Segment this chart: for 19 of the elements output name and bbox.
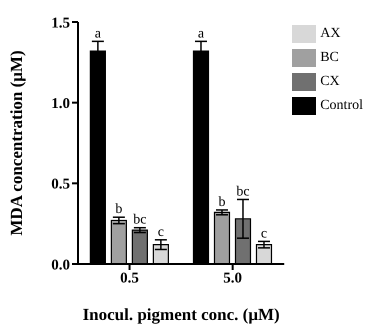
data-label: c [158, 224, 164, 240]
data-label: b [218, 194, 226, 210]
data-label: bc [236, 184, 250, 200]
x-axis-title: Inocul. pigment conc. (μM) [82, 305, 280, 324]
y-tick-label: 1.5 [51, 15, 70, 32]
legend-label: CX [320, 74, 340, 90]
data-label: a [94, 26, 102, 42]
x-tick-label: 5.0 [223, 270, 242, 287]
data-label: c [260, 226, 268, 242]
legend-label: AX [320, 26, 340, 42]
y-tick-label: 0.5 [51, 176, 70, 193]
data-label: a [198, 26, 205, 42]
legend-label: Control [320, 98, 363, 114]
y-tick-label: 1.0 [51, 96, 70, 112]
data-label: b [115, 202, 122, 218]
legend-label: BC [320, 50, 339, 66]
y-axis-title: MDA concentration (μM) [7, 50, 26, 236]
y-tick-label: 0.0 [51, 257, 70, 274]
data-label: bc [133, 212, 146, 228]
